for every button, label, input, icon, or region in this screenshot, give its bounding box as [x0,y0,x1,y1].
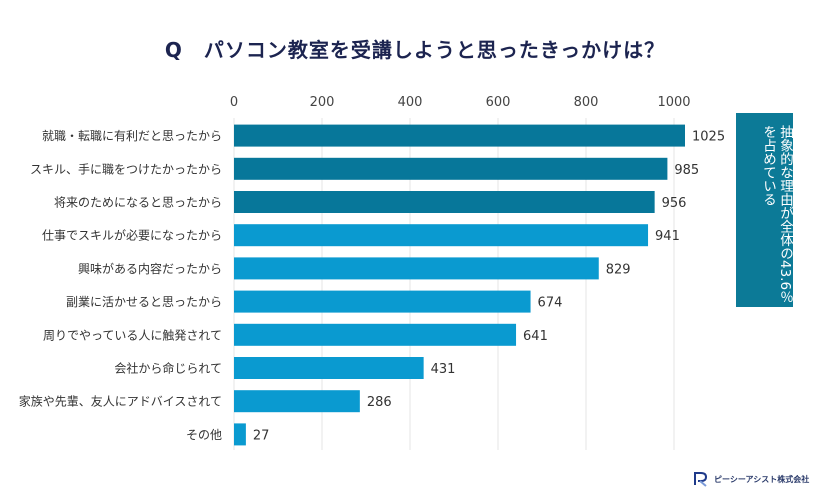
data-label: 641 [523,329,548,344]
category-label: 家族や先輩、友人にアドバイスされて [19,394,222,409]
category-label: 将来のためになると思ったから [54,196,222,210]
data-label: 941 [655,229,680,244]
data-label: 27 [253,428,270,443]
x-tick-label: 600 [486,95,511,110]
bar [234,224,649,247]
bar [234,290,531,313]
bar [234,157,668,180]
category-label: 仕事でスキルが必要になったから [42,228,222,243]
category-label: 会社から命じられて [114,361,222,376]
data-label: 956 [662,196,687,211]
company-name: ピーシーアシスト株式会社 [714,474,810,484]
bar [234,323,517,346]
summary-callout: 抽象的な理由が全体の43.6％を占めている [736,113,793,307]
data-label: 829 [606,262,631,277]
chart-title: Q パソコン教室を受講しようと思ったきっかけは？ [164,38,666,62]
company-logo: ピーシーアシスト株式会社 [692,470,809,488]
company-logo-icon [694,472,708,487]
data-label: 674 [538,296,563,311]
category-label: スキル、手に職をつけたかったから [30,162,222,176]
bar [234,357,424,379]
bar [234,423,246,446]
category-label: 就職・転職に有利だと思ったから [42,129,222,143]
data-label: 286 [367,395,392,410]
data-label: 1025 [692,130,725,145]
category-label: 副業に活かせると思ったから [66,295,222,309]
data-label: 985 [674,163,699,178]
category-label: 興味がある内容だったから [78,261,222,276]
bar [234,390,360,413]
callout-text: 抽象的な理由が全体の43.6％を占めている [760,125,793,304]
category-label: その他 [186,428,222,442]
x-tick-label: 1000 [657,95,690,110]
bar [234,124,685,147]
bar [234,257,599,280]
category-label: 周りでやっている人に触発されて [43,328,222,342]
x-tick-label: 800 [574,95,599,110]
x-tick-label: 0 [230,95,238,110]
x-tick-label: 400 [398,95,423,110]
data-label: 431 [431,362,456,377]
bar [234,191,655,213]
x-tick-label: 200 [310,95,335,110]
